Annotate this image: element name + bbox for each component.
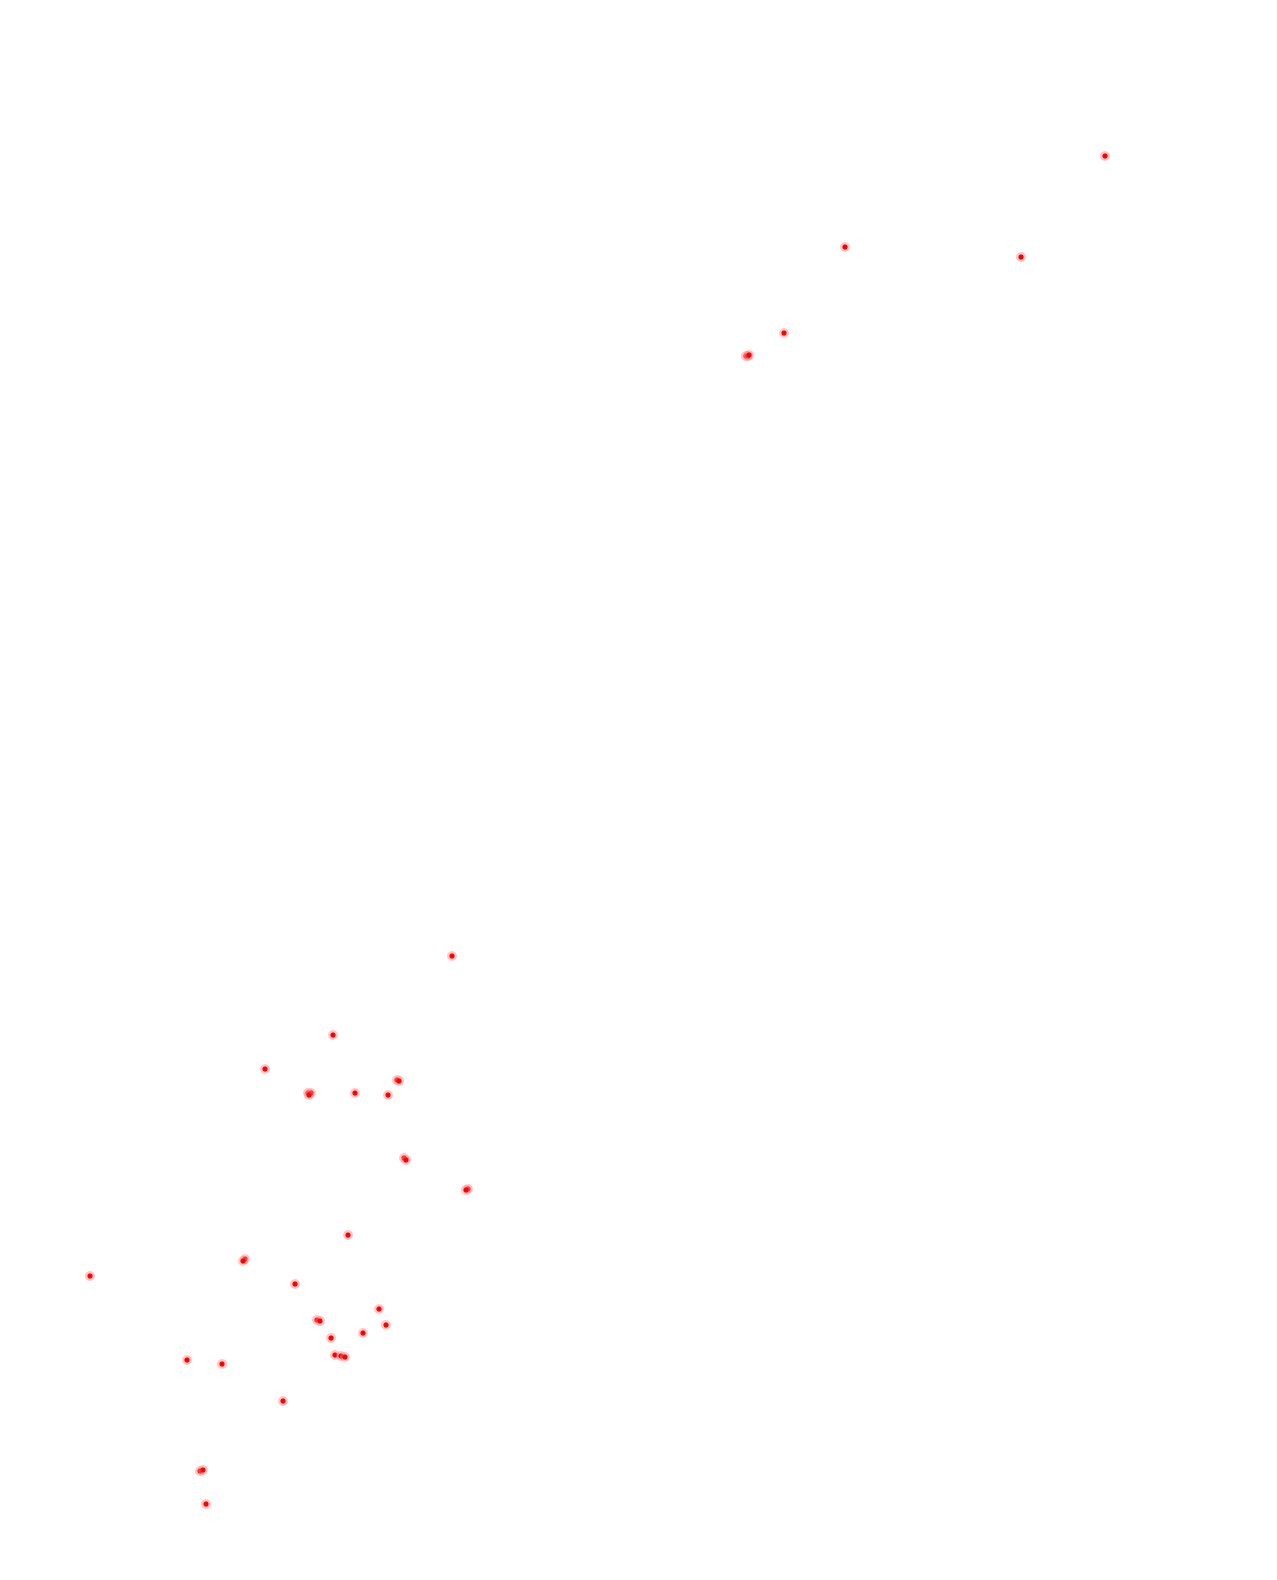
scatter-point (1016, 252, 1026, 262)
scatter-point (217, 1359, 227, 1369)
scatter-point-core (746, 352, 752, 358)
scatter-point (290, 1279, 300, 1289)
scatter-point-core (87, 1273, 93, 1279)
scatter-point-core (403, 1157, 409, 1163)
scatter-point-core (342, 1354, 348, 1360)
scatter-point-core (385, 1092, 391, 1098)
scatter-point (343, 1230, 353, 1240)
scatter-point-core (376, 1306, 382, 1312)
scatter-point (278, 1396, 288, 1406)
scatter-point (85, 1271, 95, 1281)
scatter-point (447, 951, 457, 961)
scatter-point (350, 1088, 360, 1098)
scatter-point-core (781, 330, 787, 336)
scatter-point-core (449, 953, 455, 959)
scatter-point (328, 1030, 338, 1040)
scatter-point (461, 1185, 471, 1195)
scatter-point (383, 1090, 393, 1100)
scatter-point-core (463, 1187, 469, 1193)
scatter-point-core (345, 1232, 351, 1238)
scatter-point-core (1018, 254, 1024, 260)
scatter-point (1100, 151, 1110, 161)
scatter-point (304, 1090, 314, 1100)
scatter-point-core (280, 1398, 286, 1404)
scatter-point (401, 1155, 411, 1165)
scatter-point-core (219, 1361, 225, 1367)
scatter-point (779, 328, 789, 338)
scatter-point-core (396, 1078, 402, 1084)
scatter-point-core (328, 1335, 334, 1341)
scatter-point (198, 1465, 208, 1475)
scatter-point (238, 1256, 248, 1266)
scatter-point-core (360, 1330, 366, 1336)
scatter-point-core (203, 1501, 209, 1507)
scatter-point-core (1102, 153, 1108, 159)
scatter-point-core (200, 1467, 206, 1473)
scatter-point (340, 1352, 350, 1362)
scatter-point (330, 1350, 340, 1360)
scatter-point (744, 350, 754, 360)
scatter-point-core (332, 1352, 338, 1358)
scatter-point (201, 1499, 211, 1509)
scatter-point (840, 242, 850, 252)
scatter-point-core (317, 1318, 323, 1324)
scatter-point (326, 1333, 336, 1343)
scatter-point (381, 1320, 391, 1330)
scatter-point-core (330, 1032, 336, 1038)
scatter-point-core (842, 244, 848, 250)
marker-layer (85, 151, 1110, 1509)
scatter-point (315, 1316, 325, 1326)
scatter-point (374, 1304, 384, 1314)
scatter-point-core (184, 1357, 190, 1363)
scatter-point-core (383, 1322, 389, 1328)
scatter-point (358, 1328, 368, 1338)
scatter-point-core (306, 1092, 312, 1098)
scatter-point (394, 1076, 404, 1086)
scatter-point-core (292, 1281, 298, 1287)
scatter-point-core (262, 1066, 268, 1072)
scatter-point-core (338, 1353, 344, 1359)
scatter-point-core (240, 1258, 246, 1264)
scatter-point-core (352, 1090, 358, 1096)
scatter-point (182, 1355, 192, 1365)
scatter-point (260, 1064, 270, 1074)
